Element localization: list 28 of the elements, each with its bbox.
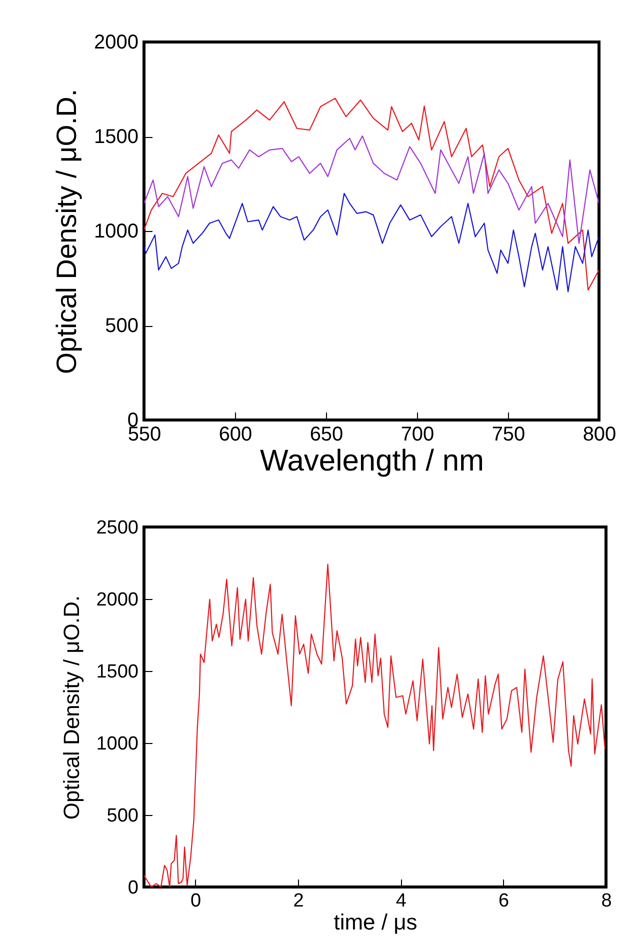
line-series <box>144 192 599 292</box>
y-tick-label: 2000 <box>96 590 138 610</box>
y-tick-label: 1500 <box>96 662 138 682</box>
x-tick-label: 700 <box>400 424 434 446</box>
y-axis-title: Optical Density / μO.D. <box>59 595 84 820</box>
y-tick-label: 500 <box>106 806 138 826</box>
x-tick-label: 6 <box>498 890 510 912</box>
line-series <box>144 135 599 244</box>
x-tick-label: 650 <box>310 424 344 446</box>
x-tick-label: 4 <box>396 890 407 912</box>
y-tick-label: 0 <box>128 878 138 898</box>
y-tick-label: 2500 <box>96 518 138 538</box>
y-tick-label: 1000 <box>96 734 138 754</box>
x-tick-label: 2 <box>293 890 304 912</box>
line-series <box>144 564 606 887</box>
x-tick-label: 8 <box>601 890 612 912</box>
line-series <box>144 98 599 291</box>
y-axis-title: Optical Density / μO.D. <box>51 88 82 374</box>
x-axis-title: Wavelength / nm <box>260 444 484 478</box>
y-tick-label: 2000 <box>94 32 138 54</box>
x-tick-label: 750 <box>492 424 526 446</box>
x-axis-title: time / μs <box>334 910 418 934</box>
x-tick-label: 0 <box>190 890 202 912</box>
y-tick-label: 500 <box>105 315 138 337</box>
y-tick-label: 1000 <box>94 220 138 242</box>
x-tick-label: 800 <box>582 424 616 446</box>
y-tick-label: 1500 <box>94 126 138 148</box>
x-tick-label: 600 <box>218 424 252 446</box>
